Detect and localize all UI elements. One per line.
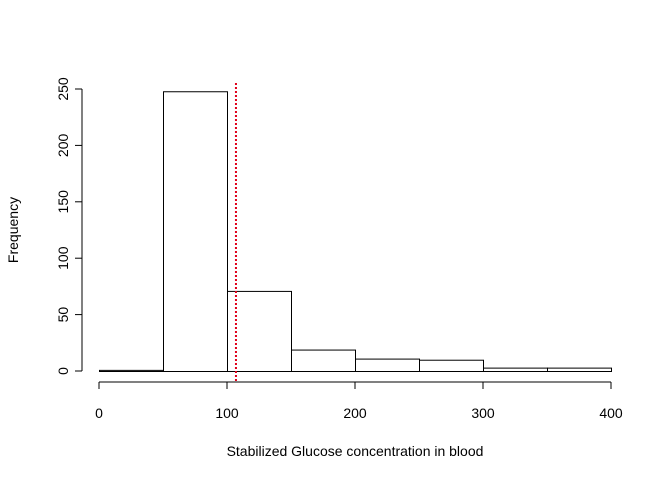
histogram-bar (291, 349, 356, 372)
y-axis-label: Frequency (5, 197, 21, 263)
histogram-bar (419, 359, 484, 373)
histogram-bar (99, 369, 164, 373)
y-tick-label: 100 (55, 246, 71, 270)
histogram-bar (355, 358, 420, 373)
bars-group (99, 91, 612, 373)
y-tick-label: 50 (55, 307, 71, 323)
histogram-bar (547, 367, 612, 372)
x-tick-label: 400 (599, 405, 623, 421)
x-tick-label: 200 (343, 405, 367, 421)
x-axis: 0 100 200 300 400 (95, 381, 623, 421)
y-tick-label: 250 (55, 77, 71, 101)
histogram-bar (227, 290, 292, 372)
histogram-bar (483, 367, 548, 372)
histogram-bar (163, 91, 228, 372)
y-axis: 0 50 100 150 200 250 (55, 77, 83, 375)
x-tick-label: 0 (95, 405, 103, 421)
x-tick-label: 300 (471, 405, 495, 421)
x-tick-label: 100 (215, 405, 239, 421)
y-tick-label: 0 (55, 367, 71, 375)
y-tick-label: 150 (55, 190, 71, 214)
y-tick-label: 200 (55, 134, 71, 158)
x-axis-label: Stabilized Glucose concentration in bloo… (227, 443, 484, 459)
